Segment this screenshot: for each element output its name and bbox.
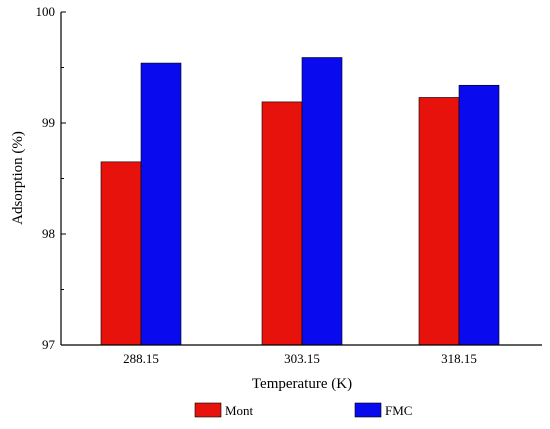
legend-swatch-fmc <box>354 402 382 418</box>
legend: Mont FMC <box>194 402 412 418</box>
ticks-layer <box>61 11 460 346</box>
bar-mont-303-15 <box>261 101 303 346</box>
x-tick-labels: 288.15 303.15 318.15 <box>123 351 477 366</box>
bar-fmc-303-15 <box>301 57 343 346</box>
legend-label-mont: Mont <box>225 403 254 418</box>
bar-fmc-318-15 <box>458 84 500 346</box>
legend-label-fmc: FMC <box>385 403 412 418</box>
y-tick-label: 100 <box>36 4 56 19</box>
y-tick-labels: 97 98 99 100 <box>36 4 56 352</box>
y-axis-title: Adsorption (%) <box>10 131 26 225</box>
x-tick-label: 303.15 <box>284 351 320 366</box>
bars-layer <box>100 57 500 346</box>
x-axis-title: Temperature (K) <box>252 376 352 392</box>
y-tick-label: 97 <box>42 337 56 352</box>
y-tick-label: 98 <box>42 226 55 241</box>
y-tick-label: 99 <box>42 115 55 130</box>
bar-mont-318-15 <box>418 97 460 346</box>
x-tick-label: 288.15 <box>123 351 159 366</box>
bar-fmc-288-15 <box>140 62 182 346</box>
bar-mont-288-15 <box>100 161 142 346</box>
legend-swatch-mont <box>194 402 222 418</box>
x-tick-label: 318.15 <box>441 351 477 366</box>
